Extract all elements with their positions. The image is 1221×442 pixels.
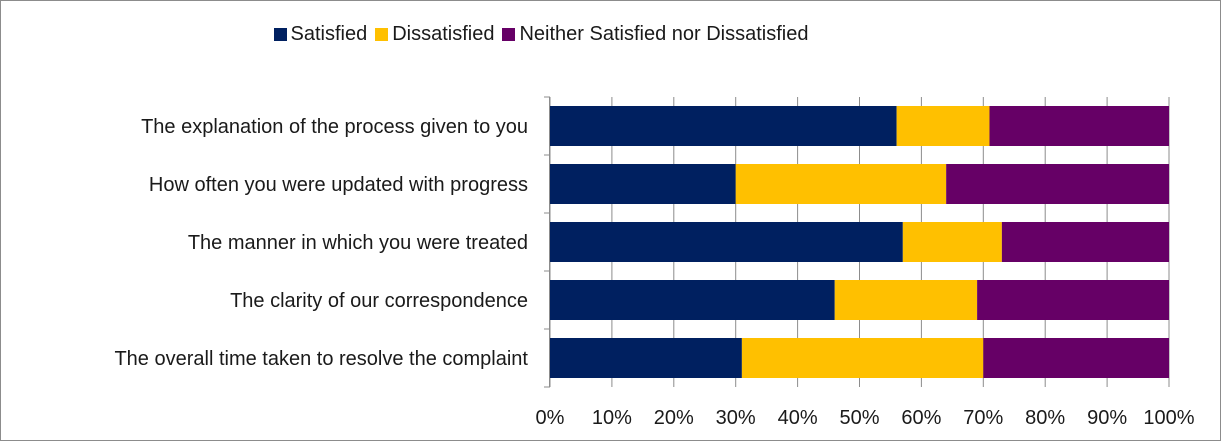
x-tick-label-9: 90%: [1087, 407, 1127, 429]
category-label-3: The clarity of our correspondence: [230, 290, 528, 312]
legend-item-satisfied: Satisfied: [273, 23, 368, 46]
bar-satisfied-4: [550, 338, 742, 378]
bar-neither-satisfied-nor-dissatisfied-1: [946, 164, 1169, 204]
x-tick-label-3: 30%: [716, 407, 756, 429]
category-label-4: The overall time taken to resolve the co…: [114, 348, 528, 370]
x-tick-label-4: 40%: [778, 407, 818, 429]
bar-satisfied-1: [550, 164, 736, 204]
legend: Satisfied Dissatisfied Neither Satisfied…: [1, 23, 1081, 46]
x-tick-label-2: 20%: [654, 407, 694, 429]
category-label-2: The manner in which you were treated: [188, 232, 528, 254]
bar-dissatisfied-1: [735, 164, 947, 204]
category-label-0: The explanation of the process given to …: [141, 116, 528, 138]
x-tick-label-6: 60%: [901, 407, 941, 429]
bar-satisfied-3: [550, 280, 835, 320]
bar-dissatisfied-3: [834, 280, 978, 320]
bar-dissatisfied-4: [741, 338, 984, 378]
legend-item-dissatisfied: Dissatisfied: [375, 23, 494, 46]
bar-satisfied-2: [550, 222, 903, 262]
legend-swatch-dissatisfied: [375, 28, 389, 41]
legend-item-neither: Neither Satisfied nor Dissatisfied: [502, 23, 809, 46]
bar-dissatisfied-2: [902, 222, 1002, 262]
x-tick-label-0: 0%: [536, 407, 565, 429]
x-tick-label-1: 10%: [592, 407, 632, 429]
bar-neither-satisfied-nor-dissatisfied-3: [977, 280, 1169, 320]
legend-swatch-satisfied: [273, 28, 287, 41]
x-tick-label-7: 70%: [963, 407, 1003, 429]
bar-neither-satisfied-nor-dissatisfied-2: [1001, 222, 1169, 262]
bar-satisfied-0: [550, 106, 897, 146]
bar-dissatisfied-0: [896, 106, 990, 146]
x-tick-label-5: 50%: [839, 407, 879, 429]
legend-label-dissatisfied: Dissatisfied: [392, 23, 495, 45]
x-tick-label-8: 80%: [1025, 407, 1065, 429]
legend-swatch-neither: [502, 28, 516, 41]
legend-label-neither: Neither Satisfied nor Dissatisfied: [519, 23, 809, 45]
bar-neither-satisfied-nor-dissatisfied-4: [983, 338, 1169, 378]
category-label-1: How often you were updated with progress: [149, 174, 528, 196]
x-tick-label-10: 100%: [1143, 407, 1194, 429]
bar-neither-satisfied-nor-dissatisfied-0: [989, 106, 1169, 146]
legend-label-satisfied: Satisfied: [290, 23, 368, 45]
